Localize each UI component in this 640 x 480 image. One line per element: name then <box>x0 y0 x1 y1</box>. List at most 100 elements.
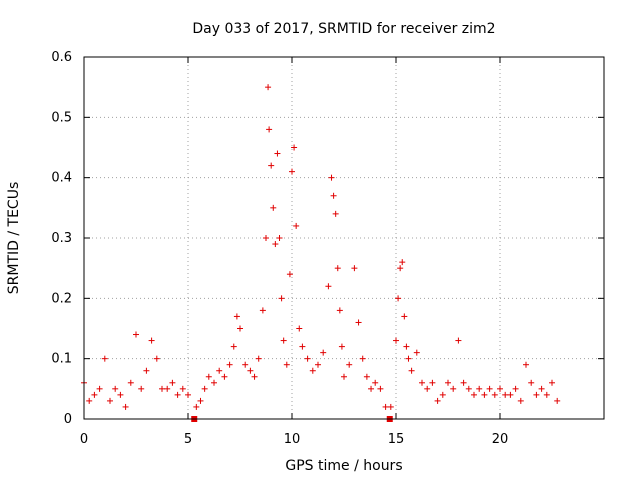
data-point <box>242 361 249 368</box>
data-point <box>289 168 295 175</box>
data-point <box>554 397 561 404</box>
data-point <box>334 265 341 272</box>
data-point <box>263 235 269 241</box>
data-point <box>276 235 283 241</box>
data-point <box>450 385 457 392</box>
data-point <box>336 307 343 314</box>
x-tick-label: 15 <box>388 432 405 447</box>
data-point <box>372 379 379 386</box>
data-point <box>413 349 420 356</box>
data-point <box>419 379 425 386</box>
data-point <box>96 385 103 392</box>
data-point <box>328 174 335 181</box>
data-point <box>355 319 362 326</box>
data-point <box>434 397 441 404</box>
data-point <box>346 361 353 368</box>
y-tick-label: 0.2 <box>51 291 72 306</box>
data-point <box>429 379 436 386</box>
data-point <box>296 325 303 332</box>
data-point <box>486 385 493 392</box>
data-point <box>291 144 298 151</box>
data-point <box>233 313 240 320</box>
data-point <box>101 355 108 362</box>
data-point <box>507 391 514 398</box>
data-point <box>251 373 258 380</box>
data-point <box>399 259 406 266</box>
data-point <box>549 379 555 386</box>
data-point <box>201 385 208 392</box>
data-point <box>221 373 228 380</box>
data-point <box>401 313 408 320</box>
data-point <box>138 385 145 392</box>
y-tick-label: 0.3 <box>51 231 72 246</box>
data-point <box>159 385 165 392</box>
data-point <box>439 391 446 398</box>
data-point <box>393 337 399 344</box>
x-tick-label: 0 <box>80 432 88 447</box>
data-point <box>405 355 412 362</box>
data-point <box>169 379 176 386</box>
data-point <box>320 349 327 356</box>
data-point <box>153 355 160 362</box>
data-point <box>368 385 375 392</box>
data-point <box>272 241 279 248</box>
data-point <box>491 391 498 398</box>
data-point <box>179 385 186 392</box>
data-point <box>315 361 321 368</box>
data-point <box>341 373 347 380</box>
data-point <box>286 271 293 278</box>
data-point <box>122 403 129 410</box>
data-point <box>164 385 171 392</box>
plot-frame <box>83 56 605 420</box>
data-point <box>481 391 488 398</box>
data-point <box>197 397 204 404</box>
data-point <box>278 295 285 302</box>
y-tick-label: 0.4 <box>51 171 72 186</box>
data-point <box>266 126 273 133</box>
y-tick-label: 0.5 <box>51 110 72 125</box>
data-point <box>445 379 451 386</box>
chart-title: Day 033 of 2017, SRMTID for receiver zim… <box>192 21 495 37</box>
x-tick-label: 5 <box>184 432 192 447</box>
data-point <box>397 265 404 272</box>
data-point <box>408 367 415 374</box>
data-point <box>117 391 124 398</box>
data-point <box>523 361 529 368</box>
y-tick-label: 0.1 <box>51 352 72 367</box>
data-point <box>387 403 394 410</box>
data-point <box>309 367 316 374</box>
data-point <box>497 385 503 392</box>
data-point <box>465 385 472 392</box>
data-point <box>476 385 483 392</box>
data-point <box>377 385 384 392</box>
data-point <box>112 385 119 392</box>
data-point <box>268 162 275 169</box>
data-point <box>226 361 233 368</box>
data-point <box>107 397 113 404</box>
data-point <box>538 385 545 392</box>
data-point <box>502 391 509 398</box>
data-point <box>270 204 277 211</box>
data-point <box>247 367 254 374</box>
data-point <box>293 222 300 229</box>
data-point <box>193 403 200 410</box>
data-point <box>424 385 431 392</box>
data-point <box>205 373 212 380</box>
grid-lines <box>84 57 604 419</box>
data-point <box>274 150 281 157</box>
data-point <box>471 391 477 398</box>
data-point <box>304 355 311 362</box>
data-point <box>86 397 93 404</box>
data-points <box>81 84 561 410</box>
data-point <box>283 361 290 368</box>
data-point <box>127 379 134 386</box>
data-point <box>403 343 410 350</box>
data-point <box>351 265 358 272</box>
data-point <box>230 343 237 350</box>
data-point <box>133 331 139 338</box>
data-point <box>325 283 332 290</box>
data-point <box>382 403 389 410</box>
data-point <box>533 391 540 398</box>
data-point <box>363 373 370 380</box>
